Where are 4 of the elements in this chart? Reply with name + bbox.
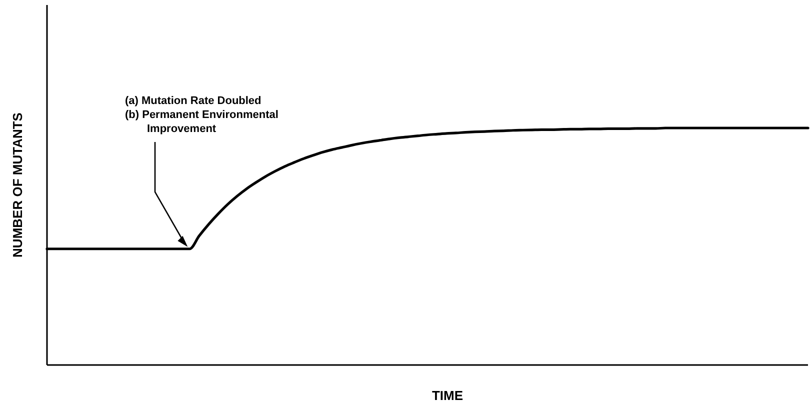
- text: (a) Mutation Rate Doubled: [125, 95, 262, 107]
- annotation: (b) Permanent Environmental Improvement: [125, 109, 278, 135]
- y-axis-title: NUMBER OF MUTANTS: [10, 112, 25, 258]
- x-axis-title: TIME: [432, 388, 464, 403]
